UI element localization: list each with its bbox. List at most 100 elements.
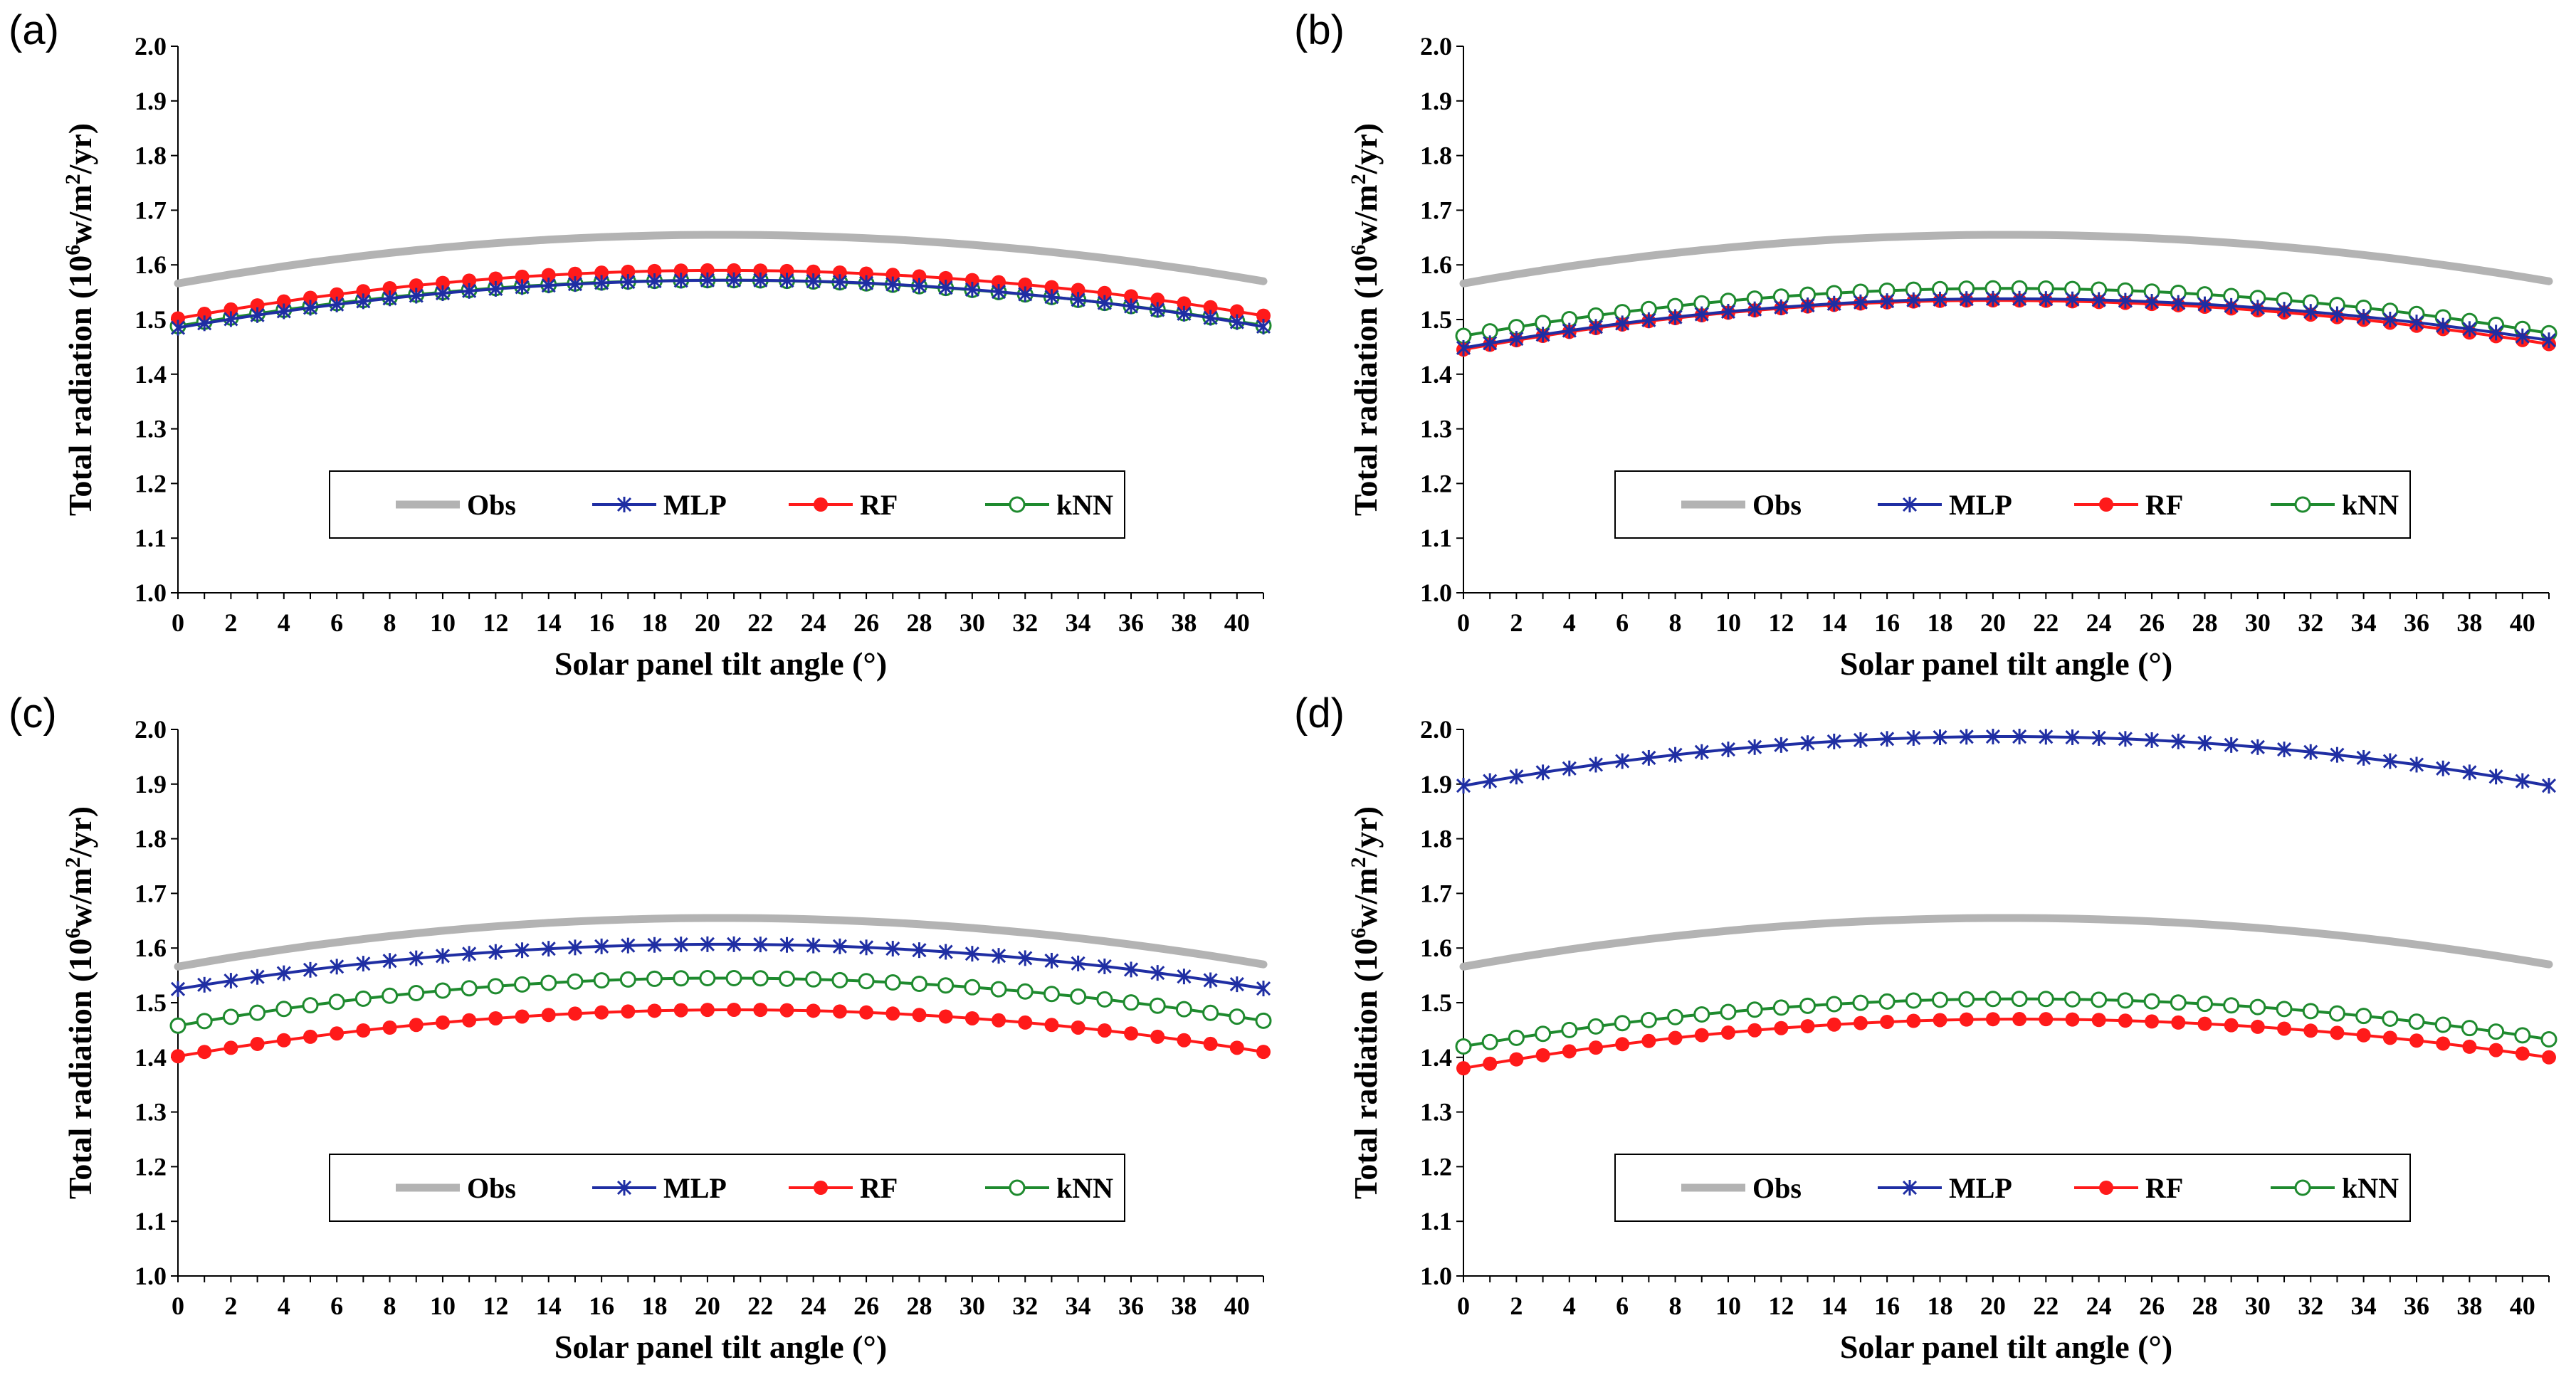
- y-axis-title-part: Total radiation (10: [1347, 255, 1384, 516]
- rf-marker-16: [594, 265, 609, 280]
- x-tick-label: 12: [483, 608, 508, 637]
- y-tick-label: 1.5: [1420, 988, 1452, 1017]
- rf-marker-11: [462, 273, 477, 288]
- y-axis-title-part: Total radiation (10: [62, 939, 98, 1199]
- x-tick-label: 28: [2192, 1292, 2217, 1320]
- knn-marker-10: [434, 982, 451, 999]
- legend-label-knn: kNN: [2342, 1172, 2399, 1204]
- x-axis-title: Solar panel tilt angle (°): [1840, 1329, 2172, 1365]
- x-tick-label: 4: [1563, 1292, 1576, 1320]
- knn-marker-13: [1799, 997, 1817, 1014]
- legend: Obs MLP RF kNN: [1614, 1154, 2411, 1222]
- x-tick-label: 38: [2456, 608, 2482, 637]
- rf-marker-15: [567, 1006, 582, 1021]
- rf-marker-31: [992, 1013, 1006, 1028]
- rf-marker-4: [1562, 1044, 1577, 1059]
- rf-marker-34: [1071, 1020, 1085, 1035]
- y-tick-label: 1.5: [1420, 305, 1452, 334]
- knn-marker-3: [249, 1004, 266, 1021]
- knn-marker-26: [2143, 993, 2160, 1010]
- y-axis-title-sup: 2: [1347, 857, 1370, 867]
- x-tick-label: 0: [172, 1292, 184, 1320]
- x-tick-label: 16: [1874, 1292, 1900, 1320]
- rf-marker-11: [462, 1013, 477, 1028]
- y-axis-title-sup: 2: [61, 857, 85, 867]
- knn-marker-14: [1826, 996, 1843, 1013]
- x-tick-label: 8: [1669, 1292, 1682, 1320]
- rf-marker-16: [594, 1005, 609, 1020]
- legend-label-rf: RF: [860, 489, 898, 521]
- rf-marker-9: [409, 278, 424, 293]
- legend-label-knn: kNN: [2342, 489, 2399, 521]
- y-axis-title-part: /yr): [62, 806, 98, 858]
- knn-marker-22: [752, 970, 769, 987]
- x-tick-label: 34: [1066, 1292, 1091, 1320]
- x-tick-label: 28: [906, 608, 932, 637]
- y-axis-title: Total radiation (106w/m2/yr): [61, 123, 99, 516]
- y-tick-label: 1.0: [1420, 579, 1452, 607]
- rf-marker-32: [2303, 1023, 2318, 1038]
- rf-marker-legend: [814, 1181, 828, 1195]
- y-tick-label: 2.0: [135, 715, 167, 744]
- x-tick-label: 40: [2510, 1292, 2535, 1320]
- rf-marker-24: [2091, 1013, 2106, 1028]
- knn-marker-17: [619, 971, 636, 988]
- x-tick-label: 12: [1768, 608, 1794, 637]
- knn-marker-6: [328, 993, 345, 1011]
- rf-marker-18: [1933, 1013, 1947, 1028]
- obs-line: [1459, 231, 2553, 288]
- rf-marker-8: [382, 281, 397, 296]
- rf-marker-21: [727, 1002, 742, 1017]
- rf-marker-37: [1150, 292, 1165, 307]
- legend: Obs MLP RF kNN: [329, 470, 1125, 539]
- x-tick-label: 26: [2139, 1292, 2165, 1320]
- x-tick-label: 6: [330, 608, 343, 637]
- rf-marker-33: [1044, 280, 1059, 295]
- x-tick-label: 18: [642, 608, 668, 637]
- series-obs: [1459, 914, 2553, 971]
- rf-marker-36: [1124, 289, 1139, 304]
- rf-marker-39: [1203, 300, 1218, 315]
- rf-marker-7: [1641, 1033, 1656, 1048]
- knn-marker-37: [2434, 1016, 2451, 1033]
- knn-marker-36: [1123, 994, 1140, 1011]
- y-tick-label: 1.4: [135, 360, 167, 389]
- rf-marker-23: [779, 263, 794, 278]
- rf-marker-10: [435, 1015, 450, 1030]
- rf-marker-28: [2197, 1016, 2212, 1031]
- rf-marker-20: [700, 1003, 715, 1018]
- y-tick-label: 1.1: [1420, 1207, 1452, 1235]
- series-knn: [1455, 991, 2557, 1055]
- rf-marker-3: [1535, 1048, 1550, 1062]
- x-tick-label: 10: [430, 1292, 456, 1320]
- x-tick-label: 2: [224, 1292, 237, 1320]
- x-tick-label: 36: [2404, 608, 2429, 637]
- rf-marker-legend: [2099, 497, 2113, 512]
- x-tick-label: 0: [1457, 608, 1470, 637]
- rf-marker-25: [2118, 1013, 2133, 1028]
- knn-marker-21: [2011, 991, 2028, 1008]
- series-obs: [174, 231, 1268, 288]
- rf-marker-5: [1588, 1040, 1603, 1055]
- x-tick-label: 10: [1715, 608, 1741, 637]
- knn-marker-35: [2382, 1010, 2399, 1027]
- legend-label-mlp: MLP: [663, 489, 727, 521]
- rf-marker-8: [1668, 1030, 1683, 1045]
- chart-panel-0: (a)1.01.11.21.31.41.51.61.71.81.92.00 2 4 6…: [9, 7, 1272, 682]
- rf-marker-3: [250, 1036, 265, 1051]
- rf-marker-15: [1853, 1016, 1868, 1030]
- y-axis-title-sup: 6: [61, 928, 85, 939]
- rf-marker-35: [1097, 1023, 1112, 1038]
- x-tick-label: 20: [1980, 608, 2006, 637]
- x-tick-label: 16: [589, 608, 614, 637]
- knn-marker-25: [2117, 992, 2134, 1009]
- x-tick-label: 34: [1066, 608, 1091, 637]
- rf-marker-14: [541, 268, 556, 283]
- knn-marker-5: [302, 997, 319, 1014]
- rf-marker-41: [1256, 1045, 1271, 1060]
- x-tick-label: 18: [1928, 608, 1953, 637]
- legend-label-obs: Obs: [467, 1172, 516, 1204]
- rf-marker-19: [1959, 1012, 1974, 1027]
- y-tick-label: 1.9: [1420, 770, 1452, 798]
- rf-marker-38: [1177, 296, 1192, 311]
